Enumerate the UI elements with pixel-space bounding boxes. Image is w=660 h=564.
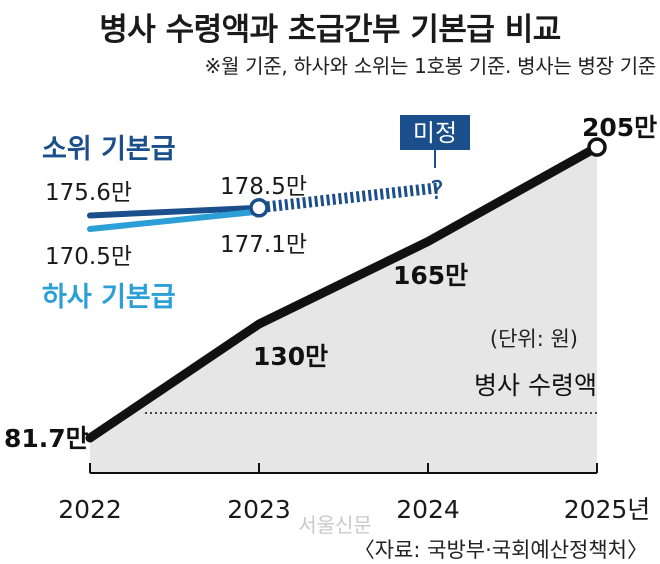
- soldier-2025-marker: [587, 137, 607, 157]
- x-tick-label-1: 2023: [227, 495, 291, 524]
- label-soldier-2023: 130만: [253, 342, 328, 371]
- chart-subtitle: ※월 기준, 하사와 소위는 1호봉 기준. 병사는 병장 기준: [204, 54, 657, 78]
- legend-hasa: 하사 기본급: [42, 282, 176, 313]
- source-note: 〈자료: 국방부·국회예산정책처〉: [354, 538, 648, 562]
- pending-badge-box: [400, 115, 470, 150]
- label-soldier-2022: 81.7만: [4, 424, 89, 453]
- soldier-series-line: [85, 142, 602, 443]
- x-tick-label-2: 2024: [396, 495, 460, 524]
- legend-soldier: 병사 수령액: [474, 371, 597, 400]
- watermark: 서울신문: [298, 513, 372, 537]
- x-tick-label-0: 2022: [58, 495, 122, 524]
- pending-badge-text: 미정: [413, 119, 457, 147]
- legend-sowi: 소위 기본급: [42, 134, 176, 165]
- label-sowi-2022: 175.6만: [45, 180, 132, 206]
- sowi-series-line: [87, 204, 262, 219]
- label-soldier-2025: 205만: [582, 113, 657, 142]
- officer-2023-marker: [249, 198, 269, 218]
- unit-label: (단위: 원): [490, 327, 578, 351]
- label-hasa-2022: 170.5만: [45, 244, 132, 270]
- label-soldier-2024: 165만: [393, 261, 468, 290]
- hasa-series-line: [87, 208, 262, 232]
- label-sowi-2023: 178.5만: [220, 174, 307, 200]
- pending-series-line: [266, 182, 439, 213]
- chart-title: 병사 수령액과 초급간부 기본급 비교: [99, 12, 561, 48]
- x-tick-label-3: 2025년: [564, 495, 651, 524]
- label-hasa-2023: 177.1만: [220, 232, 307, 258]
- soldier-area-fill: [90, 147, 597, 473]
- pending-question-mark: ?: [430, 176, 444, 206]
